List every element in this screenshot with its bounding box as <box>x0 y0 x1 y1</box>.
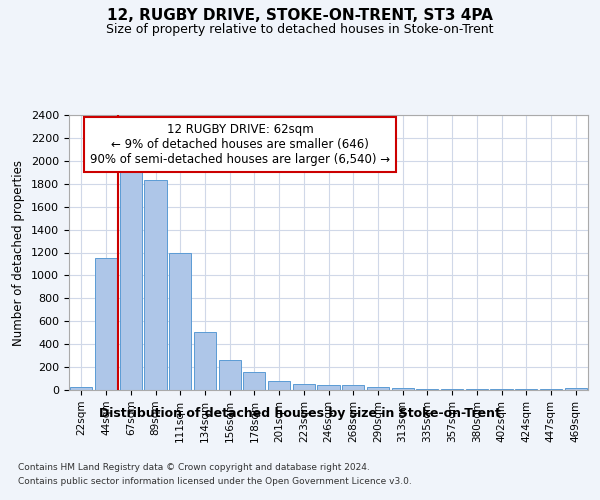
Text: 12, RUGBY DRIVE, STOKE-ON-TRENT, ST3 4PA: 12, RUGBY DRIVE, STOKE-ON-TRENT, ST3 4PA <box>107 8 493 22</box>
Bar <box>70 386 92 390</box>
Bar <box>317 385 340 390</box>
Text: Contains public sector information licensed under the Open Government Licence v3: Contains public sector information licen… <box>18 478 412 486</box>
Text: Contains HM Land Registry data © Crown copyright and database right 2024.: Contains HM Land Registry data © Crown c… <box>18 462 370 471</box>
Text: Distribution of detached houses by size in Stoke-on-Trent: Distribution of detached houses by size … <box>99 408 501 420</box>
Bar <box>243 372 265 390</box>
Bar <box>194 332 216 390</box>
Bar <box>565 388 587 390</box>
Text: Size of property relative to detached houses in Stoke-on-Trent: Size of property relative to detached ho… <box>106 22 494 36</box>
Bar <box>342 385 364 390</box>
Bar <box>416 388 439 390</box>
Bar <box>293 384 315 390</box>
Bar <box>392 388 414 390</box>
Bar <box>95 258 117 390</box>
Text: 12 RUGBY DRIVE: 62sqm
← 9% of detached houses are smaller (646)
90% of semi-deta: 12 RUGBY DRIVE: 62sqm ← 9% of detached h… <box>90 123 391 166</box>
Y-axis label: Number of detached properties: Number of detached properties <box>13 160 25 346</box>
Bar <box>169 252 191 390</box>
Bar <box>119 168 142 390</box>
Bar <box>145 180 167 390</box>
Bar <box>268 381 290 390</box>
Bar <box>367 388 389 390</box>
Bar <box>218 360 241 390</box>
